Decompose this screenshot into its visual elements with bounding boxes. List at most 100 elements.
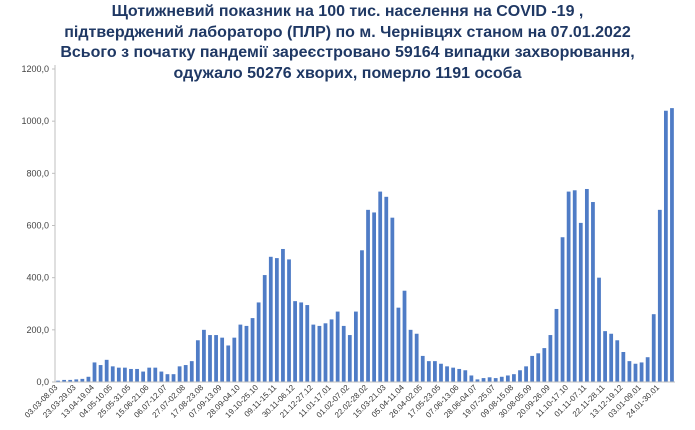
bar	[433, 361, 437, 382]
bar	[414, 333, 419, 382]
bar	[366, 209, 370, 382]
bar	[171, 374, 176, 382]
bar	[487, 377, 492, 382]
bar	[584, 188, 589, 382]
bar	[566, 191, 571, 382]
bar	[74, 379, 79, 382]
bar	[378, 191, 383, 382]
chart-title: Щотижневий показник на 100 тис. населенн…	[0, 2, 695, 84]
bar	[645, 357, 650, 382]
bar	[548, 335, 553, 382]
y-tick-label: 800,0	[26, 168, 49, 178]
bar	[141, 371, 146, 382]
bar	[639, 362, 644, 382]
bar	[451, 367, 456, 382]
bar	[129, 368, 133, 382]
bar	[274, 258, 279, 382]
y-tick-label: 0,0	[36, 377, 49, 387]
bar	[153, 367, 158, 382]
bar	[554, 308, 559, 382]
bar	[615, 340, 620, 382]
bar	[68, 379, 73, 382]
bar	[220, 337, 225, 382]
bar	[347, 335, 352, 382]
bar	[183, 365, 188, 382]
bar	[512, 374, 516, 382]
bar	[609, 333, 614, 382]
bar	[256, 302, 261, 382]
bar	[244, 325, 249, 382]
bar	[475, 379, 480, 382]
bar	[116, 367, 121, 382]
bar	[189, 361, 194, 382]
bar	[104, 359, 109, 382]
bar	[232, 337, 237, 382]
bar	[499, 376, 504, 382]
bar	[420, 355, 425, 382]
bar	[505, 375, 510, 382]
bar	[463, 370, 468, 382]
bar	[597, 277, 601, 382]
bar	[86, 376, 91, 382]
bar	[469, 375, 474, 382]
bar	[603, 331, 607, 382]
bar	[439, 363, 443, 382]
chart-title-line: підтверджений лабораторо (ПЛР) по м. Чер…	[64, 23, 631, 41]
bar	[493, 378, 498, 382]
bar	[670, 108, 674, 382]
bar	[657, 209, 662, 382]
bar	[402, 290, 407, 382]
bar	[250, 318, 255, 382]
bar	[147, 367, 152, 382]
y-tick-label: 1000,0	[21, 116, 49, 126]
bar	[268, 256, 273, 382]
bar	[457, 368, 462, 382]
bar	[353, 311, 358, 382]
bar	[591, 202, 595, 382]
bar	[214, 335, 218, 382]
y-axis: 0,0 200,0 400,0 600,0 800,0 1000,0 1200,0	[21, 64, 56, 387]
bar	[159, 371, 164, 382]
bar	[372, 212, 377, 382]
bar	[335, 311, 340, 382]
bar	[627, 361, 632, 382]
bar	[56, 380, 60, 382]
bar	[651, 314, 656, 382]
bar	[195, 340, 200, 382]
bar	[202, 329, 206, 382]
bar	[360, 250, 364, 382]
bar	[123, 367, 127, 382]
bar	[323, 323, 328, 382]
bar	[135, 368, 139, 382]
bar	[633, 363, 638, 382]
bar	[281, 248, 285, 382]
bar-series	[56, 108, 674, 382]
bar	[518, 370, 522, 382]
y-tick-label: 600,0	[26, 221, 49, 231]
bar	[293, 301, 297, 382]
bar	[92, 362, 97, 382]
bar	[481, 378, 486, 382]
y-tick-label: 400,0	[26, 273, 49, 283]
bar	[208, 335, 212, 382]
bar	[287, 259, 291, 382]
bar	[663, 110, 668, 382]
bar	[542, 348, 547, 382]
bar	[572, 190, 577, 382]
bar	[578, 222, 583, 382]
y-tick-label: 1200,0	[21, 64, 49, 74]
bar	[536, 353, 541, 382]
bar	[621, 352, 626, 382]
bar	[560, 237, 565, 382]
bar	[165, 374, 170, 382]
bar	[311, 324, 316, 382]
bar	[524, 366, 528, 382]
bar	[396, 307, 401, 382]
x-axis: 03.03-08.0323.03-29.0313.04-19.0404.05-1…	[23, 381, 675, 420]
bar	[299, 302, 304, 382]
bar	[426, 361, 431, 382]
bar	[110, 366, 115, 382]
bar	[445, 366, 449, 382]
bar	[226, 345, 231, 382]
